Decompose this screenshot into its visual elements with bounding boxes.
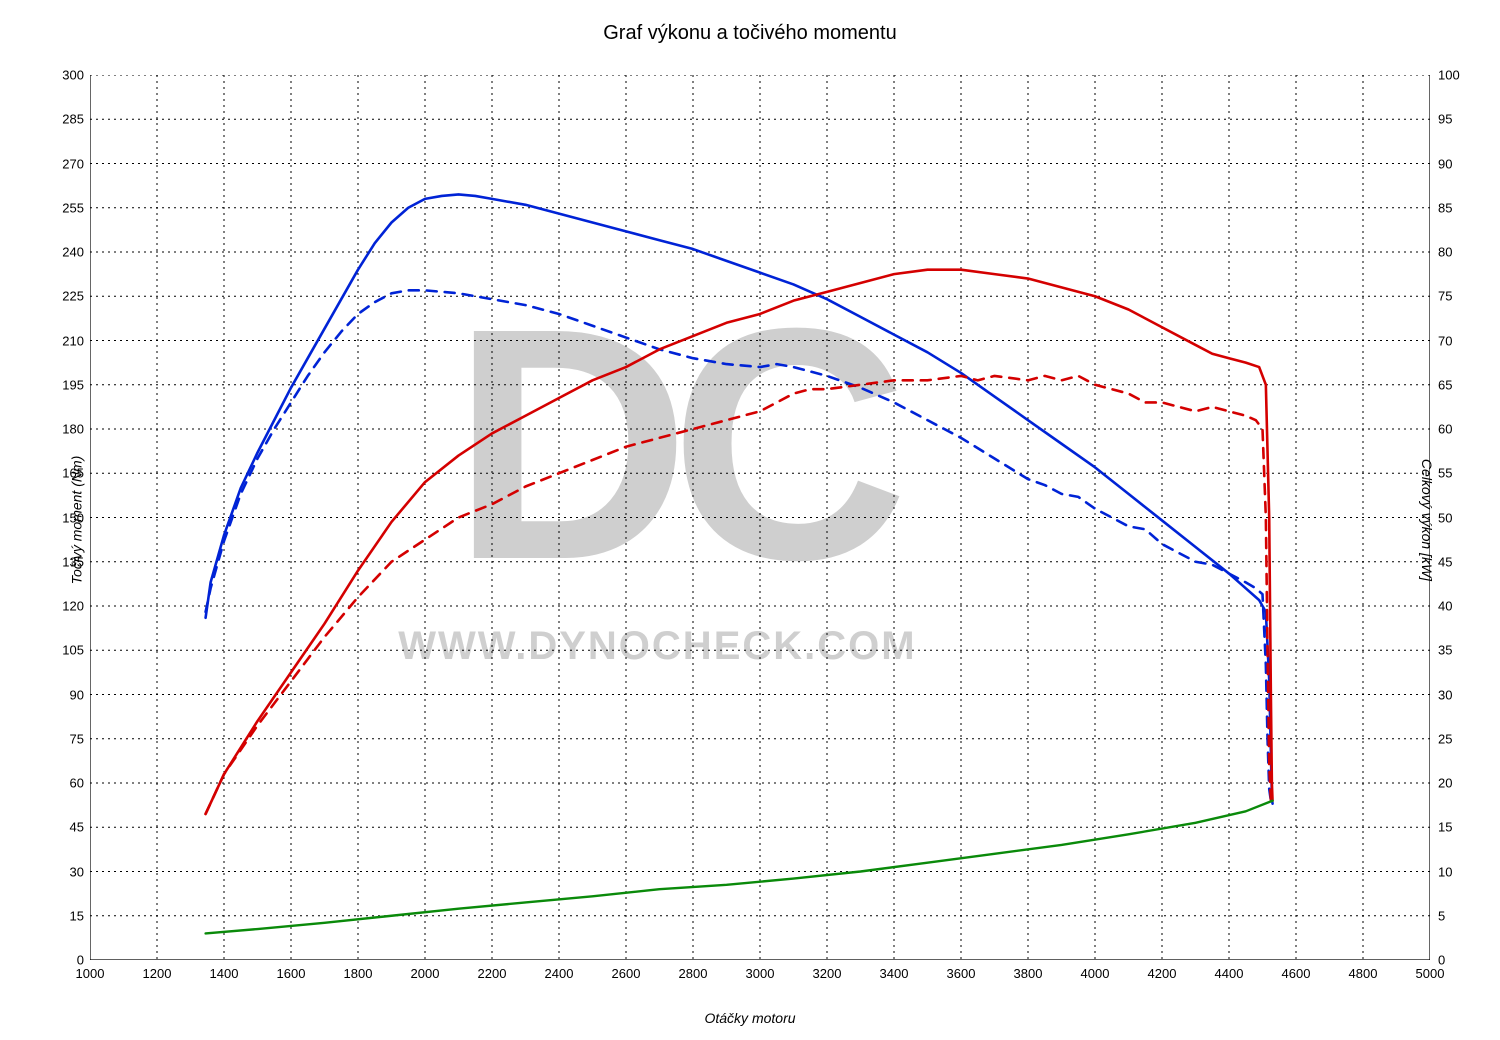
y-right-tick-label: 25 — [1438, 731, 1452, 746]
y-right-tick-label: 0 — [1438, 953, 1445, 968]
y-left-tick-label: 255 — [62, 200, 84, 215]
y-right-tick-label: 65 — [1438, 377, 1452, 392]
y-left-tick-label: 15 — [70, 908, 84, 923]
y-left-tick-label: 240 — [62, 245, 84, 260]
x-tick-label: 3200 — [813, 966, 842, 981]
y-left-tick-label: 45 — [70, 820, 84, 835]
y-left-tick-label: 60 — [70, 776, 84, 791]
x-tick-label: 2400 — [545, 966, 574, 981]
y-right-tick-label: 15 — [1438, 820, 1452, 835]
y-right-tick-label: 75 — [1438, 289, 1452, 304]
y-right-tick-label: 30 — [1438, 687, 1452, 702]
x-tick-label: 3400 — [880, 966, 909, 981]
y-left-tick-label: 0 — [77, 953, 84, 968]
x-tick-label: 4000 — [1081, 966, 1110, 981]
y-right-tick-label: 60 — [1438, 422, 1452, 437]
y-left-tick-label: 120 — [62, 599, 84, 614]
y-right-tick-label: 35 — [1438, 643, 1452, 658]
y-left-tick-label: 300 — [62, 68, 84, 83]
y-left-tick-label: 270 — [62, 156, 84, 171]
x-tick-label: 1600 — [277, 966, 306, 981]
x-tick-label: 4600 — [1282, 966, 1311, 981]
y-right-tick-label: 100 — [1438, 68, 1460, 83]
y-left-tick-label: 225 — [62, 289, 84, 304]
y-right-tick-label: 45 — [1438, 554, 1452, 569]
y-right-tick-label: 20 — [1438, 776, 1452, 791]
x-tick-label: 4400 — [1215, 966, 1244, 981]
y-right-tick-label: 10 — [1438, 864, 1452, 879]
y-right-tick-label: 50 — [1438, 510, 1452, 525]
x-axis-label: Otáčky motoru — [0, 1010, 1500, 1026]
y-right-tick-label: 40 — [1438, 599, 1452, 614]
series-power_stock — [206, 376, 1271, 814]
y-right-tick-label: 85 — [1438, 200, 1452, 215]
y-left-tick-label: 150 — [62, 510, 84, 525]
x-tick-label: 4800 — [1349, 966, 1378, 981]
x-tick-label: 2600 — [612, 966, 641, 981]
series-loss_power — [206, 801, 1273, 934]
y-right-tick-label: 70 — [1438, 333, 1452, 348]
y-left-tick-label: 135 — [62, 554, 84, 569]
y-right-tick-label: 55 — [1438, 466, 1452, 481]
y-right-tick-label: 5 — [1438, 908, 1445, 923]
plot-area: DCWWW.DYNOCHECK.COM — [90, 75, 1430, 960]
series-power_tuned — [206, 270, 1273, 814]
chart-title: Graf výkonu a točivého momentu — [0, 22, 1500, 45]
dyno-chart: Graf výkonu a točivého momentu Točivý mo… — [0, 0, 1500, 1040]
y-left-tick-label: 90 — [70, 687, 84, 702]
x-tick-label: 3600 — [947, 966, 976, 981]
x-tick-label: 1000 — [76, 966, 105, 981]
y-left-tick-label: 285 — [62, 112, 84, 127]
y-right-tick-label: 80 — [1438, 245, 1452, 260]
x-tick-label: 5000 — [1416, 966, 1445, 981]
y-right-tick-label: 90 — [1438, 156, 1452, 171]
y-left-tick-label: 195 — [62, 377, 84, 392]
y-left-tick-label: 165 — [62, 466, 84, 481]
y-left-tick-label: 210 — [62, 333, 84, 348]
y-right-tick-label: 95 — [1438, 112, 1452, 127]
x-tick-label: 1200 — [143, 966, 172, 981]
y-left-tick-label: 180 — [62, 422, 84, 437]
x-tick-label: 1800 — [344, 966, 373, 981]
series-torque_stock — [206, 290, 1271, 800]
x-tick-label: 2200 — [478, 966, 507, 981]
plot-svg — [90, 75, 1430, 960]
x-tick-label: 3000 — [746, 966, 775, 981]
series-torque_tuned — [206, 194, 1273, 803]
y-left-tick-label: 105 — [62, 643, 84, 658]
y-left-tick-label: 30 — [70, 864, 84, 879]
x-tick-label: 2000 — [411, 966, 440, 981]
x-tick-label: 1400 — [210, 966, 239, 981]
x-tick-label: 4200 — [1148, 966, 1177, 981]
x-tick-label: 3800 — [1014, 966, 1043, 981]
y-left-tick-label: 75 — [70, 731, 84, 746]
x-tick-label: 2800 — [679, 966, 708, 981]
